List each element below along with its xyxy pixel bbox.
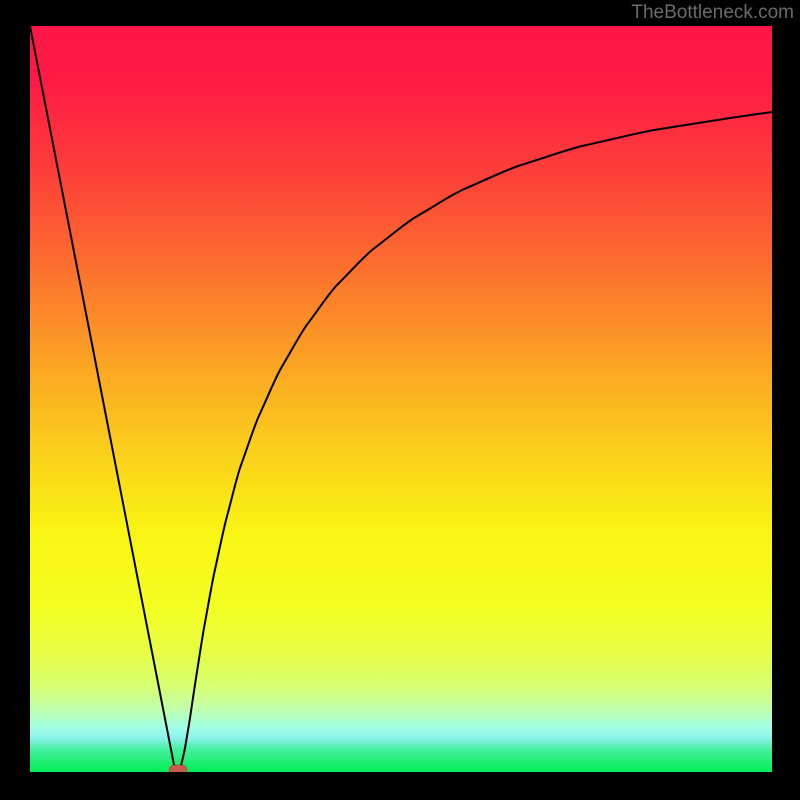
bottleneck-chart (30, 26, 772, 772)
watermark-text: TheBottleneck.com (631, 2, 794, 24)
minimum-marker (169, 765, 187, 772)
gradient-background (30, 26, 772, 772)
